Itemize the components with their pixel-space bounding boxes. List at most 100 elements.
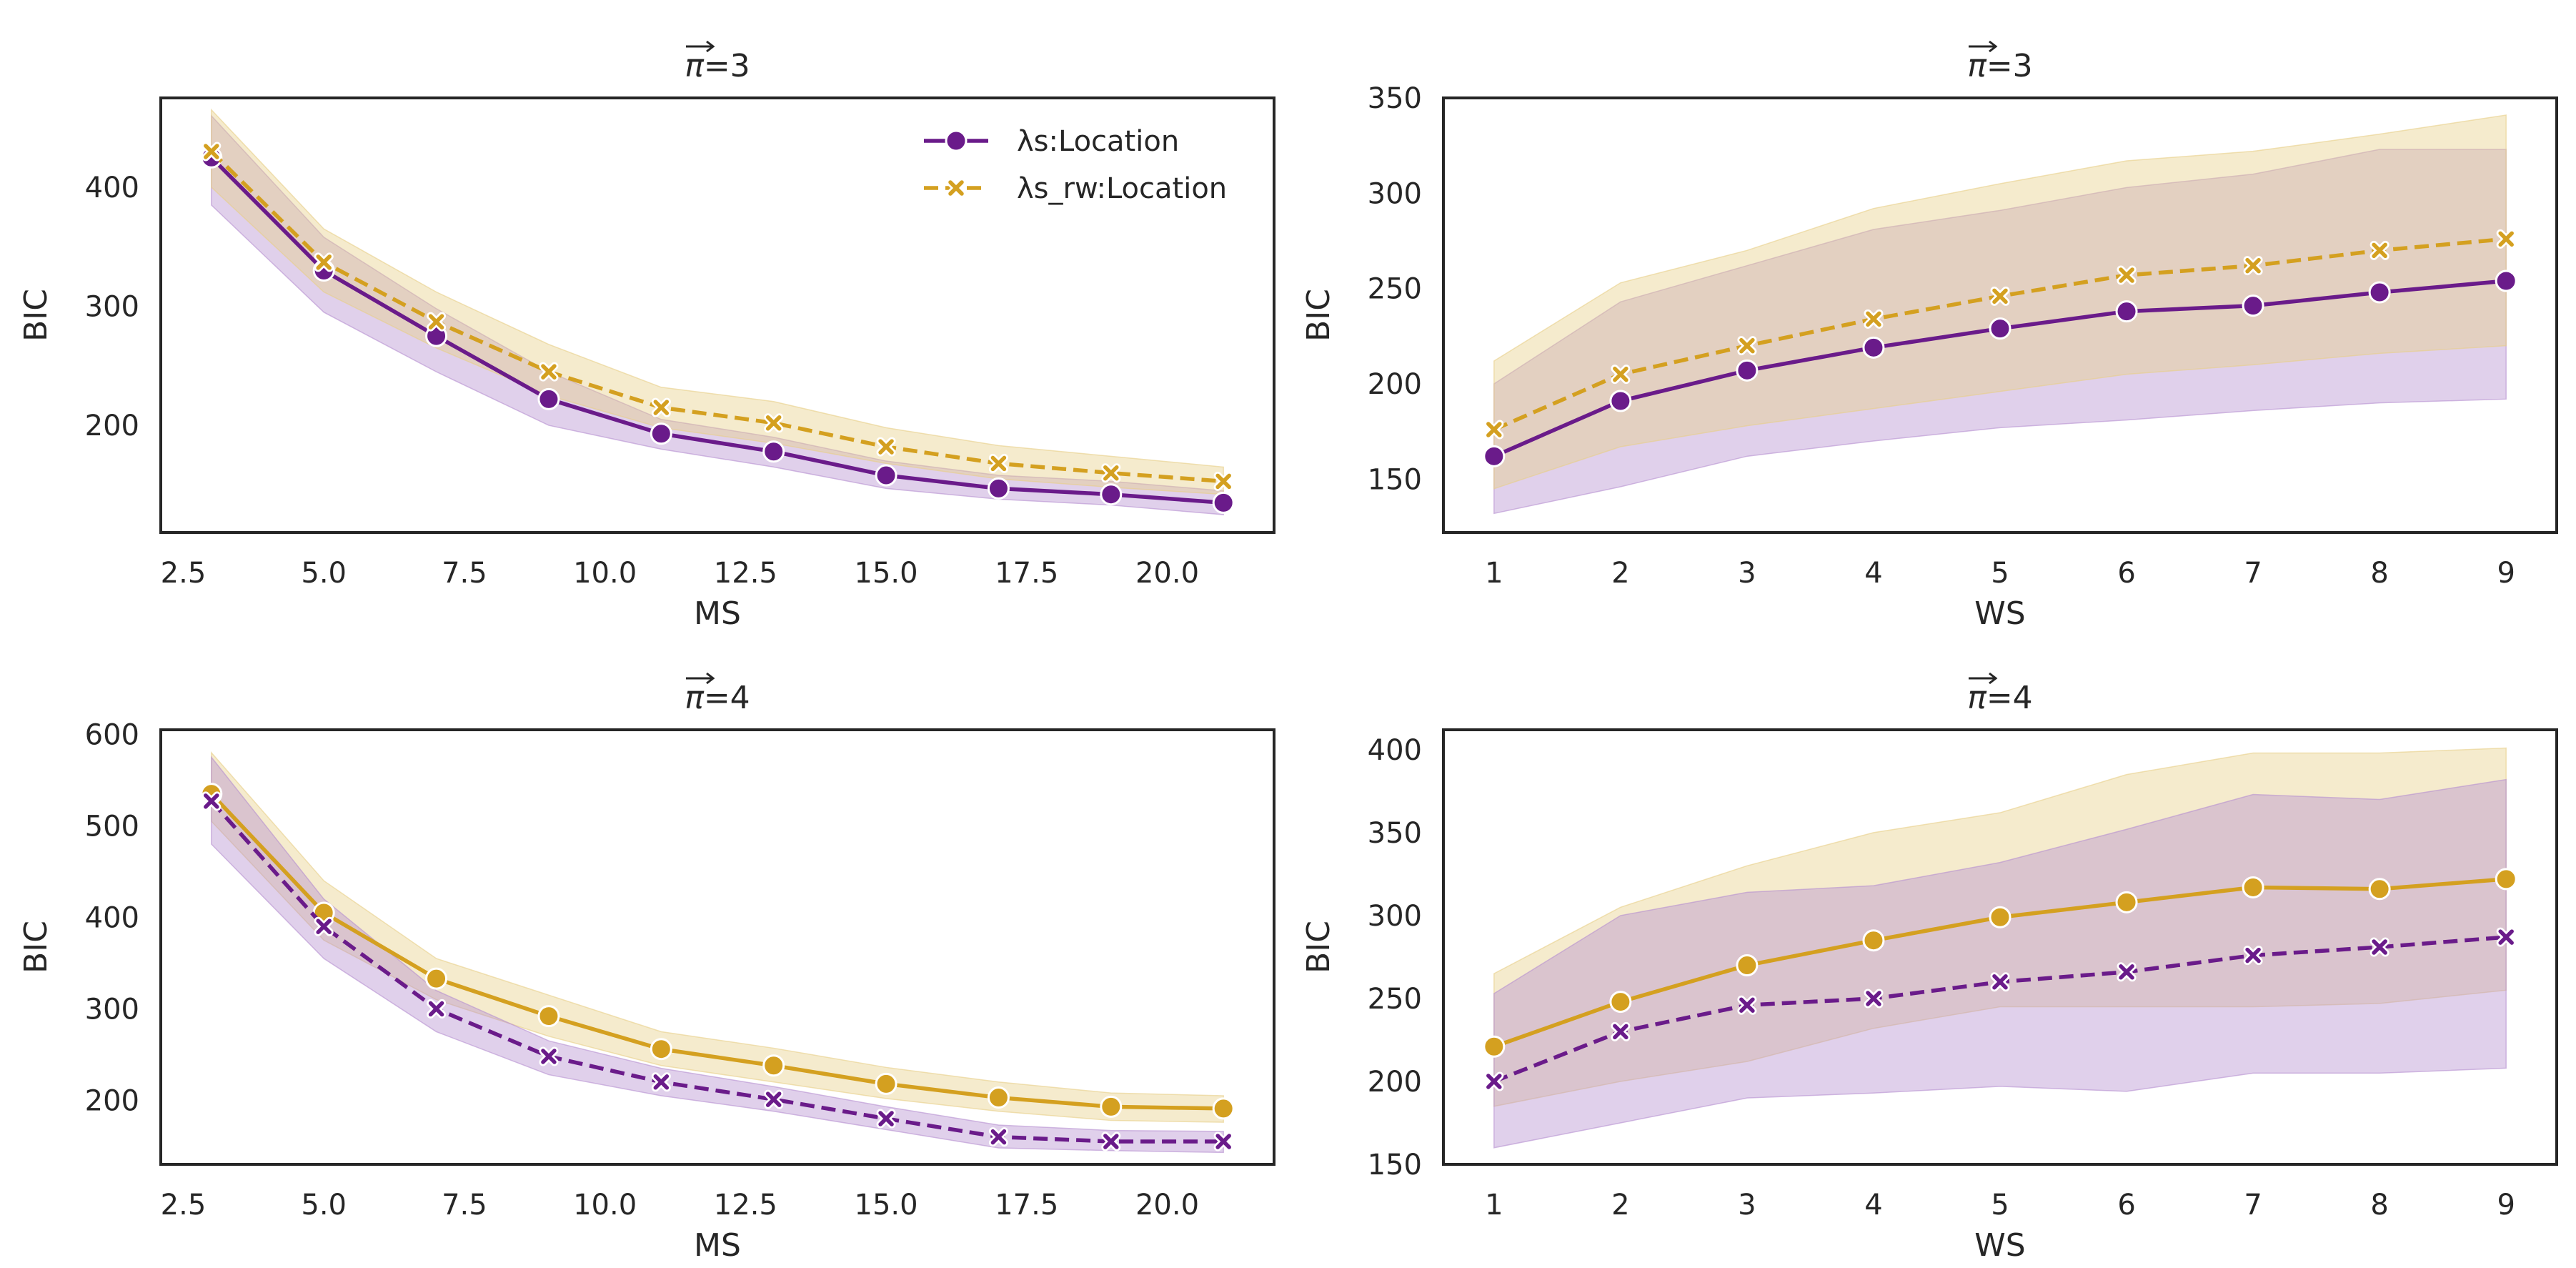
y-tick-label: 150 — [1368, 463, 1422, 496]
legend-label: λs:Location — [1017, 125, 1179, 158]
x-tick-label: 20.0 — [1135, 1189, 1199, 1222]
legend-label: λs_rw:Location — [1017, 172, 1227, 205]
x-tick-label: 6 — [2117, 557, 2135, 590]
data-point-1-6 — [762, 1054, 785, 1077]
data-point-1-4 — [537, 387, 560, 410]
y-tick-label: 300 — [1368, 900, 1422, 933]
data-point-1-7 — [875, 1072, 897, 1095]
data-point-2-4 — [539, 362, 559, 382]
x-tick-label: 8 — [2370, 1189, 2388, 1222]
x-tick-label: 7 — [2244, 1189, 2262, 1222]
y-tick-label: 300 — [85, 993, 139, 1026]
y-tick-label: 200 — [1368, 1066, 1422, 1099]
data-point-2-8 — [2369, 937, 2389, 957]
series-line-2 — [209, 149, 1224, 484]
data-point-1-10 — [1212, 491, 1235, 514]
data-point-1-8 — [2368, 878, 2391, 901]
y-tick-label: 250 — [1368, 273, 1422, 306]
series-line-2 — [209, 800, 1224, 1144]
y-axis-label: BIC — [18, 289, 54, 342]
data-point-1-6 — [762, 440, 785, 463]
y-tick-label: 300 — [85, 291, 139, 324]
confidence-band-2 — [211, 756, 1224, 1154]
x-tick-label: 20.0 — [1135, 557, 1199, 590]
y-tick-label: 400 — [85, 901, 139, 934]
legend: λs:Location λs_rw:Location — [924, 125, 1227, 205]
data-point-2-3 — [427, 999, 447, 1019]
data-point-1-6 — [2115, 300, 2138, 323]
y-tick-label: 350 — [1368, 82, 1422, 115]
x-tick-label: 2 — [1611, 557, 1629, 590]
x-tick-label: 12.5 — [714, 557, 777, 590]
chart-panel-2: 1 2 3 4 5 6 7 8 9 150 200 250 300 350 WS BIC π=3 — [1301, 40, 2558, 632]
x-tick-label: 8 — [2370, 557, 2388, 590]
data-point-1-1 — [1483, 1035, 1506, 1058]
data-point-2-10 — [1213, 1131, 1233, 1151]
data-point-1-5 — [650, 1038, 672, 1061]
x-tick-label: 15.0 — [855, 1189, 918, 1222]
data-point-2-5 — [651, 397, 671, 417]
data-point-2-1 — [202, 791, 222, 811]
x-tick-label: 1 — [1485, 557, 1503, 590]
data-point-1-7 — [2242, 876, 2264, 898]
chart-panel-1: 2.5 5.0 7.5 10.0 12.5 15.0 17.5 20.0 200 300 400 MS… — [18, 40, 1275, 632]
data-point-2-6 — [2117, 962, 2137, 982]
x-tick-label: 10.0 — [573, 1189, 637, 1222]
confidence-band-2 — [1493, 778, 2507, 1149]
data-point-2-1 — [1484, 1071, 1504, 1091]
legend-item-1: λs:Location — [924, 125, 1179, 158]
x-tick-label: 17.5 — [995, 557, 1058, 590]
data-point-1-9 — [2495, 868, 2517, 891]
x-tick-label: 4 — [1864, 557, 1882, 590]
chart-panel-4: 1 2 3 4 5 6 7 8 9 150 200 250 300 350 400 WS BIC π=4 — [1301, 672, 2558, 1264]
x-tick-label: 9 — [2497, 557, 2515, 590]
confidence-band-2 — [1493, 114, 2507, 490]
data-point-1-9 — [1100, 1095, 1123, 1118]
x-axis-label: MS — [694, 595, 741, 632]
data-point-2-9 — [1101, 463, 1121, 483]
data-point-2-3 — [1737, 336, 1757, 356]
data-point-2-4 — [539, 1046, 559, 1066]
y-tick-label: 250 — [1368, 983, 1422, 1016]
vector-arrow-icon — [686, 40, 715, 53]
data-point-2-6 — [764, 413, 784, 433]
data-point-2-5 — [1990, 972, 2010, 992]
x-tick-label: 2 — [1611, 1189, 1629, 1222]
x-tick-label: 12.5 — [714, 1189, 777, 1222]
data-point-1-3 — [1736, 359, 1759, 382]
x-tick-label: 1 — [1485, 1189, 1503, 1222]
data-point-1-4 — [1862, 929, 1885, 952]
data-point-1-3 — [425, 967, 448, 990]
data-point-2-2 — [314, 916, 334, 936]
data-point-1-4 — [1862, 336, 1885, 359]
data-point-2-4 — [1864, 989, 1884, 1009]
y-tick-label: 150 — [1368, 1149, 1422, 1182]
y-tick-label: 600 — [85, 718, 139, 751]
data-point-1-5 — [1989, 906, 2011, 928]
x-tick-label: 7.5 — [442, 557, 487, 590]
data-point-1-2 — [1609, 390, 1632, 412]
data-point-2-1 — [202, 142, 222, 162]
confidence-band-1 — [211, 114, 1224, 515]
data-point-2-9 — [2496, 229, 2516, 249]
x-tick-label: 2.5 — [161, 1189, 207, 1222]
chart-title: π=4 — [1967, 680, 2032, 716]
x-tick-label: 5.0 — [301, 557, 347, 590]
data-point-2-6 — [2117, 265, 2137, 285]
data-point-1-7 — [875, 464, 897, 487]
data-point-1-9 — [2495, 269, 2517, 292]
data-point-2-7 — [2243, 256, 2263, 276]
data-point-2-9 — [2496, 927, 2516, 947]
x-tick-label: 4 — [1864, 1189, 1882, 1222]
data-point-2-8 — [2369, 240, 2389, 260]
data-point-2-3 — [427, 312, 447, 332]
chart-title: π=4 — [685, 680, 750, 716]
data-point-2-1 — [1484, 420, 1504, 440]
data-point-1-8 — [987, 477, 1010, 500]
y-axis-label: BIC — [18, 921, 54, 974]
legend-item-2: λs_rw:Location — [924, 172, 1227, 205]
x-tick-label: 10.0 — [573, 557, 637, 590]
x-tick-label: 9 — [2497, 1189, 2515, 1222]
y-tick-label: 200 — [85, 1084, 139, 1117]
data-point-1-5 — [1989, 317, 2011, 340]
